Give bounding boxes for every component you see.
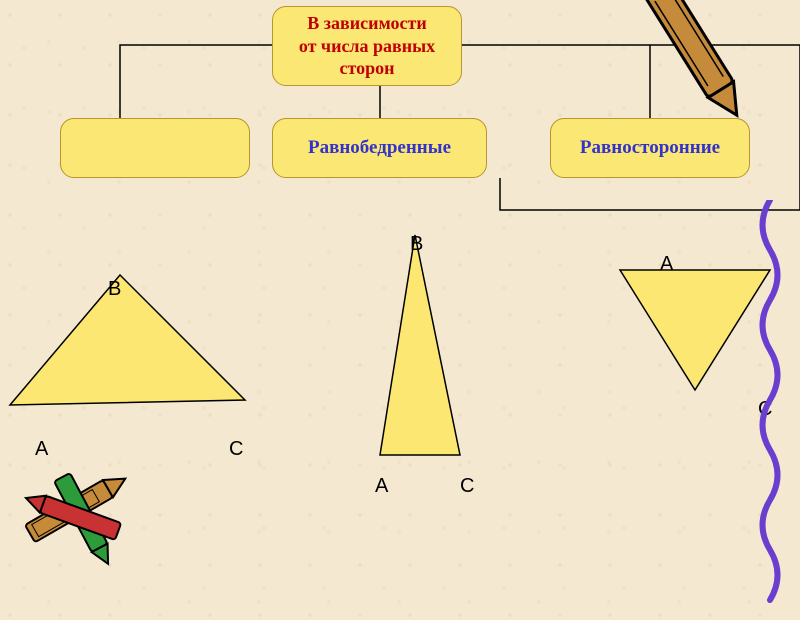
triangle-scalene (10, 275, 245, 405)
title-line2: от числа равных (299, 36, 435, 56)
category-box-1 (60, 118, 250, 178)
crayon-cluster-icon (0, 455, 190, 605)
crayon-top-right-icon (640, 0, 800, 150)
isosceles-label-b: В (410, 233, 423, 256)
title-line1: В зависимости (307, 13, 426, 33)
isosceles-label-a: А (375, 475, 388, 498)
scalene-label-b: В (108, 278, 121, 301)
isosceles-label-c: С (460, 475, 474, 498)
equilateral-label-a: А (660, 253, 673, 276)
title-box: В зависимости от числа равных сторон (272, 6, 462, 86)
category-box-2: Равнобедренные (272, 118, 487, 178)
scalene-label-c: С (229, 438, 243, 461)
category-2-label: Равнобедренные (308, 137, 451, 159)
title-line3: сторон (340, 58, 395, 78)
wavy-line-icon (740, 200, 800, 620)
triangle-isosceles (380, 235, 460, 455)
